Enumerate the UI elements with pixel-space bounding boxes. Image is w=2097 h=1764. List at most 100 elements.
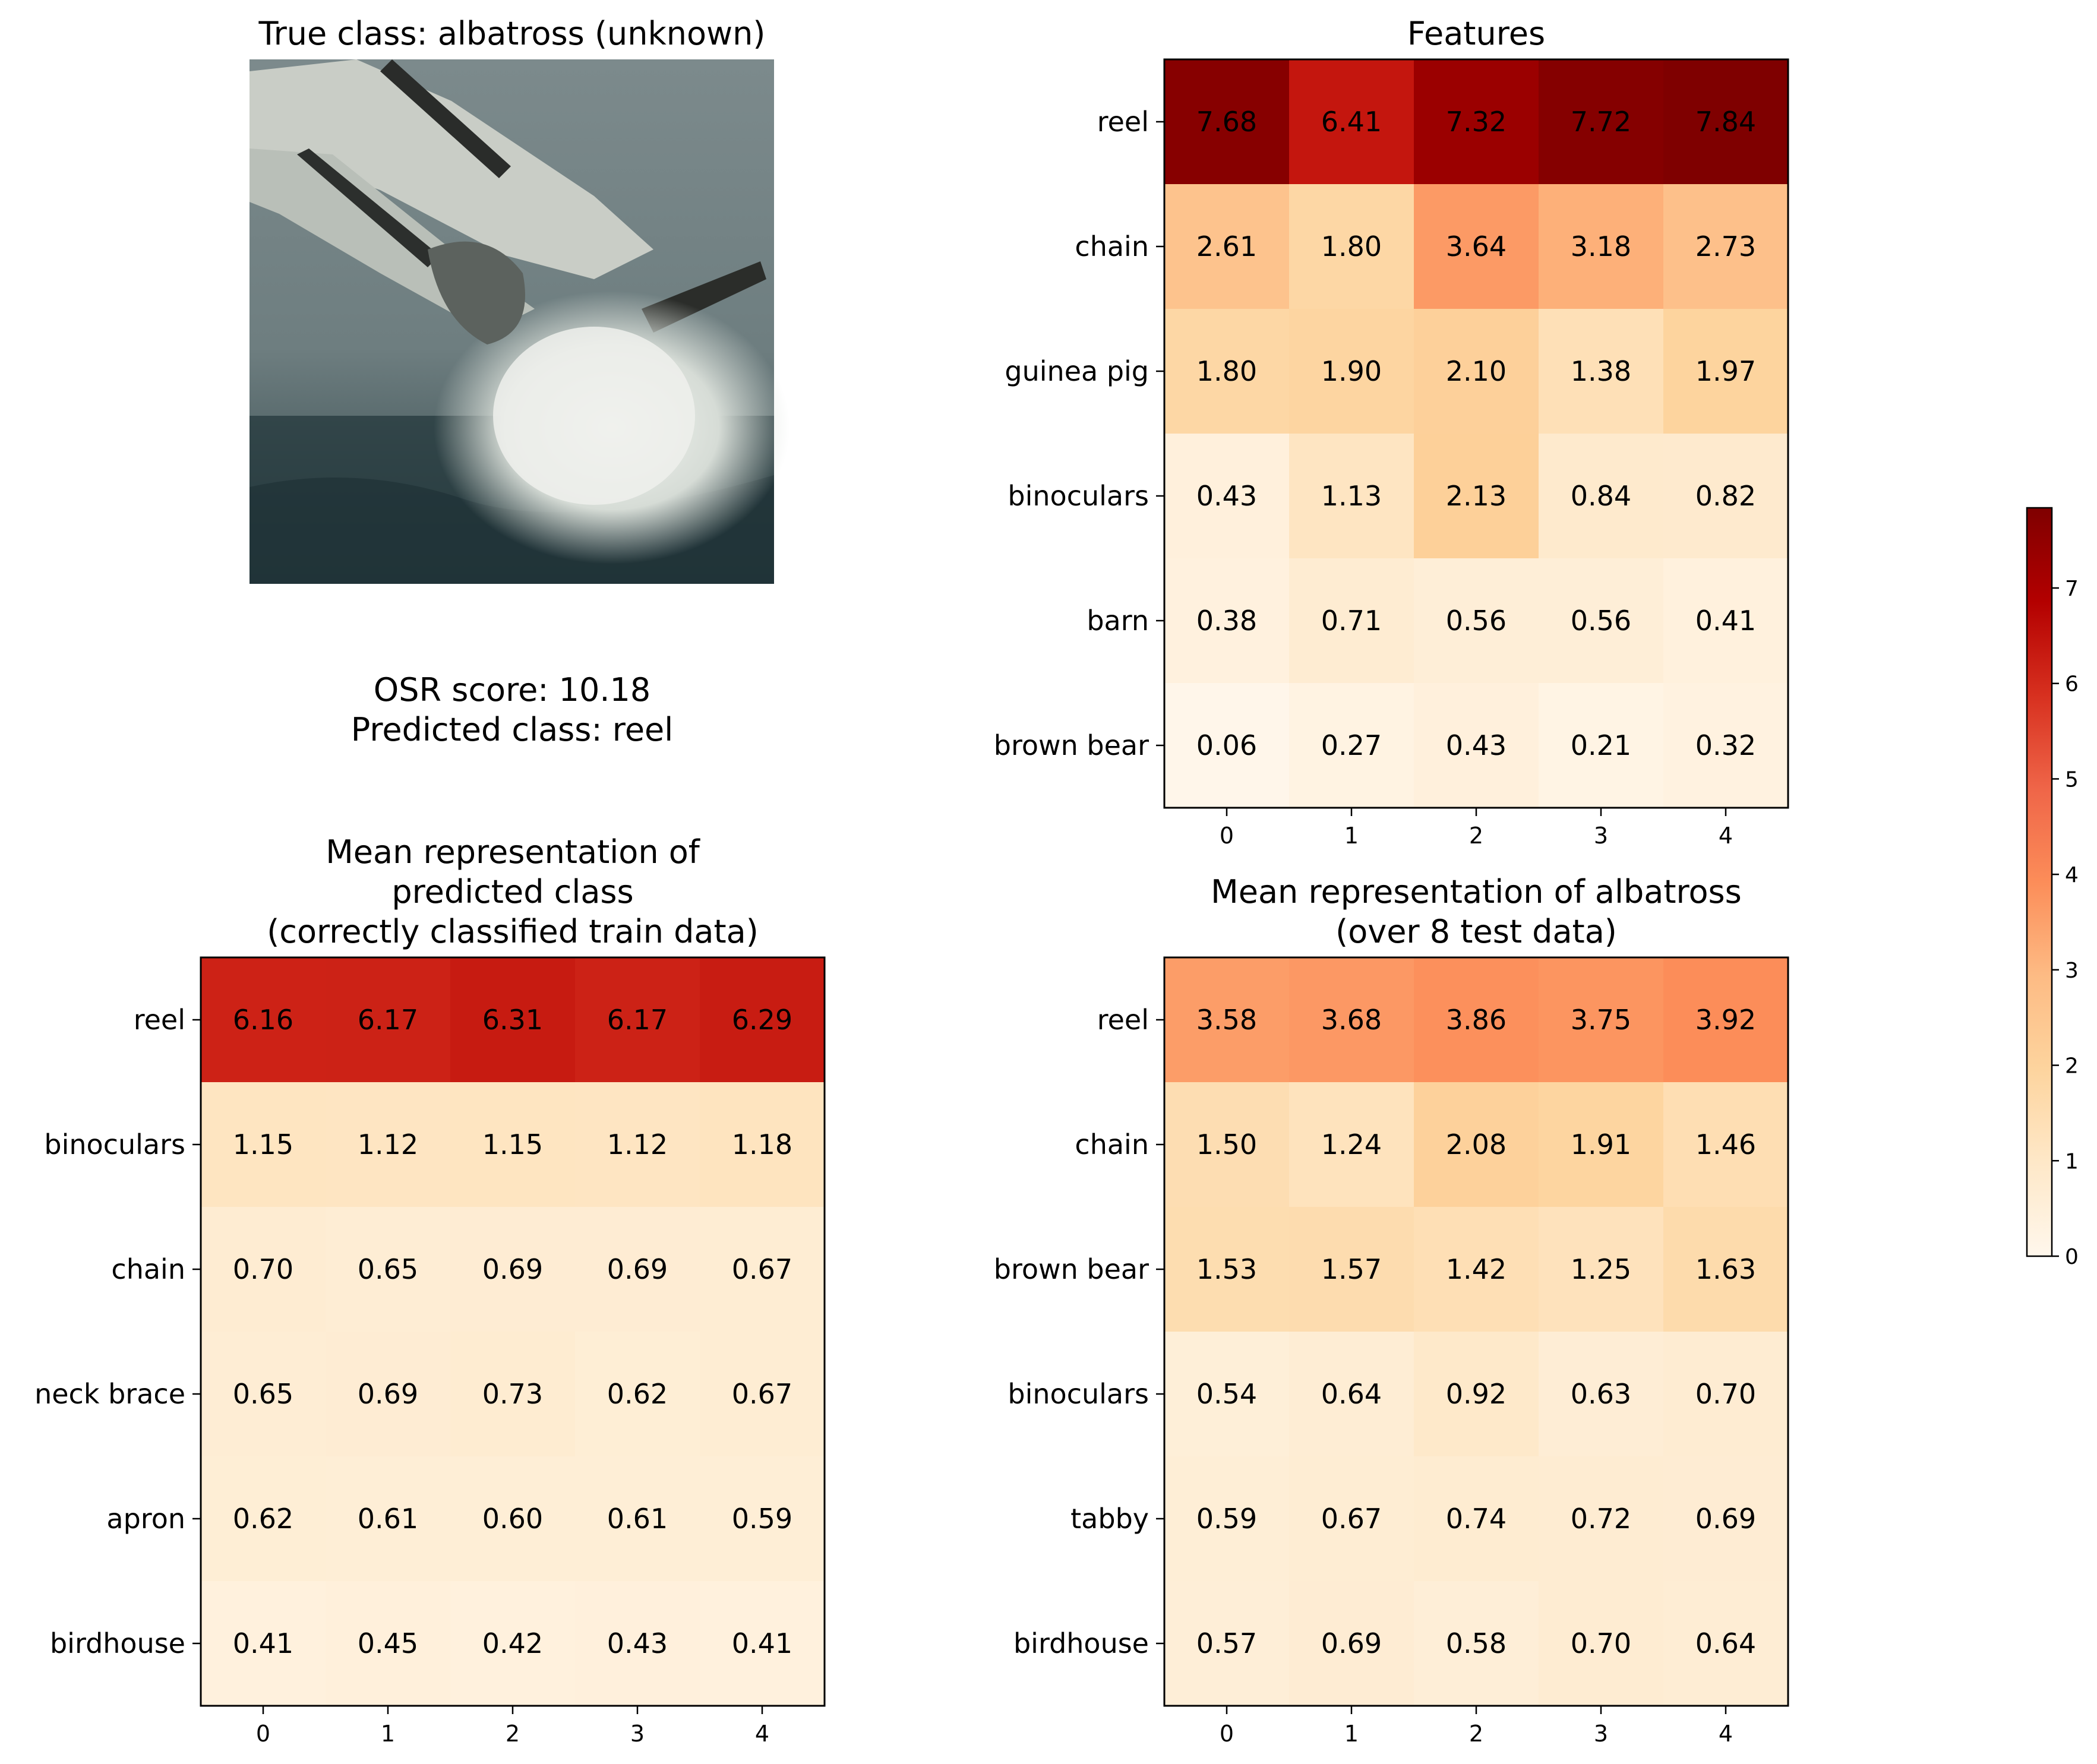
colorbar-tick-label: 0 xyxy=(2065,1245,2079,1269)
heatmap-cell-value: 0.63 xyxy=(1571,1378,1631,1410)
heatmap-cell-value: 0.74 xyxy=(1446,1503,1507,1535)
y-tick-label: brown bear xyxy=(994,729,1149,761)
heatmap-cell xyxy=(1289,184,1414,309)
y-tick-label: guinea pig xyxy=(1005,355,1149,387)
heatmap-cell-value: 0.69 xyxy=(358,1378,418,1410)
heatmap-cell xyxy=(1414,558,1539,684)
x-tick-label: 0 xyxy=(1220,823,1234,849)
heatmap-cell xyxy=(700,957,825,1083)
heatmap-cell-value: 1.57 xyxy=(1321,1253,1382,1285)
heatmap-cell xyxy=(1539,309,1664,434)
heatmap-cell-value: 1.80 xyxy=(1196,355,1257,387)
y-tick-label: reel xyxy=(134,1004,185,1036)
heatmap-cell-value: 0.58 xyxy=(1446,1627,1507,1659)
heatmap-cell xyxy=(1414,434,1539,559)
heatmap-cell-value: 0.72 xyxy=(1571,1503,1631,1535)
heatmap-cell-value: 1.12 xyxy=(358,1128,418,1161)
heatmap-cell xyxy=(1414,1581,1539,1706)
heatmap-cell-value: 3.86 xyxy=(1446,1004,1507,1036)
heatmap-cell-value: 7.68 xyxy=(1196,106,1257,138)
heatmap-cell xyxy=(1289,957,1414,1083)
heatmap-cell xyxy=(1663,558,1789,684)
heatmap-cell-value: 0.43 xyxy=(1446,729,1507,761)
heatmap-cell xyxy=(1663,1456,1789,1582)
heatmap-cell-value: 7.84 xyxy=(1695,106,1756,138)
heatmap-cell xyxy=(1289,1082,1414,1207)
heatmap-cell xyxy=(201,1456,326,1582)
heatmap-title-line: Features xyxy=(1407,15,1545,52)
heatmap-cell xyxy=(1289,1581,1414,1706)
heatmap-cell xyxy=(1539,434,1664,559)
heatmap-cell xyxy=(201,1082,326,1207)
heatmap-cell-value: 2.61 xyxy=(1196,230,1257,263)
heatmap-cell xyxy=(1414,683,1539,808)
heatmap-cell-value: 0.43 xyxy=(1196,480,1257,512)
heatmap-cell xyxy=(1663,957,1789,1083)
heatmap-cell xyxy=(1414,1082,1539,1207)
heatmap-cell xyxy=(1164,1332,1290,1457)
y-tick-label: birdhouse xyxy=(1013,1627,1149,1659)
heatmap-cell-value: 0.59 xyxy=(1196,1503,1257,1535)
heatmap-cell xyxy=(1164,558,1290,684)
heatmap-cell-value: 0.54 xyxy=(1196,1378,1257,1410)
x-tick-label: 4 xyxy=(1719,1721,1733,1747)
heatmap-cell-value: 0.69 xyxy=(482,1253,543,1285)
heatmap-cell xyxy=(201,1581,326,1706)
heatmap-cell xyxy=(450,1207,576,1332)
heatmap-cell xyxy=(1663,1207,1789,1332)
x-tick-label: 2 xyxy=(1469,1721,1483,1747)
heatmap-cell xyxy=(1289,59,1414,185)
heatmap-cell xyxy=(1414,309,1539,434)
heatmap-cell xyxy=(1663,434,1789,559)
osr-score-text: OSR score: 10.18 xyxy=(374,671,651,709)
y-tick-label: neck brace xyxy=(34,1378,185,1410)
heatmap-cell-value: 3.75 xyxy=(1571,1004,1631,1036)
heatmap-cell xyxy=(1289,1207,1414,1332)
heatmap-cell-value: 0.57 xyxy=(1196,1627,1257,1659)
heatmap-cell xyxy=(450,1456,576,1582)
predicted-class-text: Predicted class: reel xyxy=(351,711,674,748)
heatmap-cell xyxy=(1663,1332,1789,1457)
heatmap-cell xyxy=(1414,1456,1539,1582)
heatmap-cell xyxy=(1164,1456,1290,1582)
heatmap-cell-value: 1.50 xyxy=(1196,1128,1257,1161)
heatmap-cell xyxy=(201,957,326,1083)
heatmap-cell xyxy=(1663,683,1789,808)
heatmap-cell xyxy=(1539,184,1664,309)
colorbar-tick-label: 1 xyxy=(2065,1149,2079,1174)
heatmap-cell-value: 1.91 xyxy=(1571,1128,1631,1161)
heatmap-cell-value: 0.41 xyxy=(1695,605,1756,637)
y-tick-label: reel xyxy=(1097,106,1149,138)
heatmap-cell-value: 6.16 xyxy=(233,1004,293,1036)
heatmap-cell xyxy=(700,1207,825,1332)
heatmap-cell-value: 0.62 xyxy=(233,1503,293,1535)
heatmap-cell xyxy=(1289,558,1414,684)
colorbar-tick-label: 5 xyxy=(2065,767,2079,792)
heatmap-title-line: predicted class xyxy=(391,873,633,911)
heatmap-cell xyxy=(1539,1082,1664,1207)
heatmap-cell xyxy=(1164,59,1290,185)
heatmap-cell-value: 1.12 xyxy=(607,1128,668,1161)
heatmap-cell-value: 0.62 xyxy=(607,1378,668,1410)
heatmap-cell-value: 2.13 xyxy=(1446,480,1507,512)
heatmap-cell-value: 0.92 xyxy=(1446,1378,1507,1410)
heatmap-cell xyxy=(450,957,576,1083)
heatmap-cell xyxy=(326,1581,451,1706)
heatmap-cell-value: 0.21 xyxy=(1571,729,1631,761)
heatmap-cell-value: 1.46 xyxy=(1695,1128,1756,1161)
heatmap-cell-value: 0.41 xyxy=(732,1627,792,1659)
heatmap-cell xyxy=(700,1332,825,1457)
heatmap-cell-value: 0.71 xyxy=(1321,605,1382,637)
heatmap-cell xyxy=(1663,1082,1789,1207)
heatmap-cell-value: 0.82 xyxy=(1695,480,1756,512)
heatmap-cell-value: 0.41 xyxy=(233,1627,293,1659)
heatmap-features: Features 7.68 6.41 7.32 7.72 7.84 2.61 1.80 3.64… xyxy=(994,15,1789,849)
heatmap-cell-value: 0.73 xyxy=(482,1378,543,1410)
heatmap-cell-value: 0.69 xyxy=(1695,1503,1756,1535)
heatmap-cell-value: 1.63 xyxy=(1695,1253,1756,1285)
heatmap-cell xyxy=(450,1332,576,1457)
heatmap-cell xyxy=(326,1456,451,1582)
heatmap-cell-value: 6.17 xyxy=(358,1004,418,1036)
heatmap-cell-value: 0.70 xyxy=(1695,1378,1756,1410)
heatmap-cell-value: 6.17 xyxy=(607,1004,668,1036)
